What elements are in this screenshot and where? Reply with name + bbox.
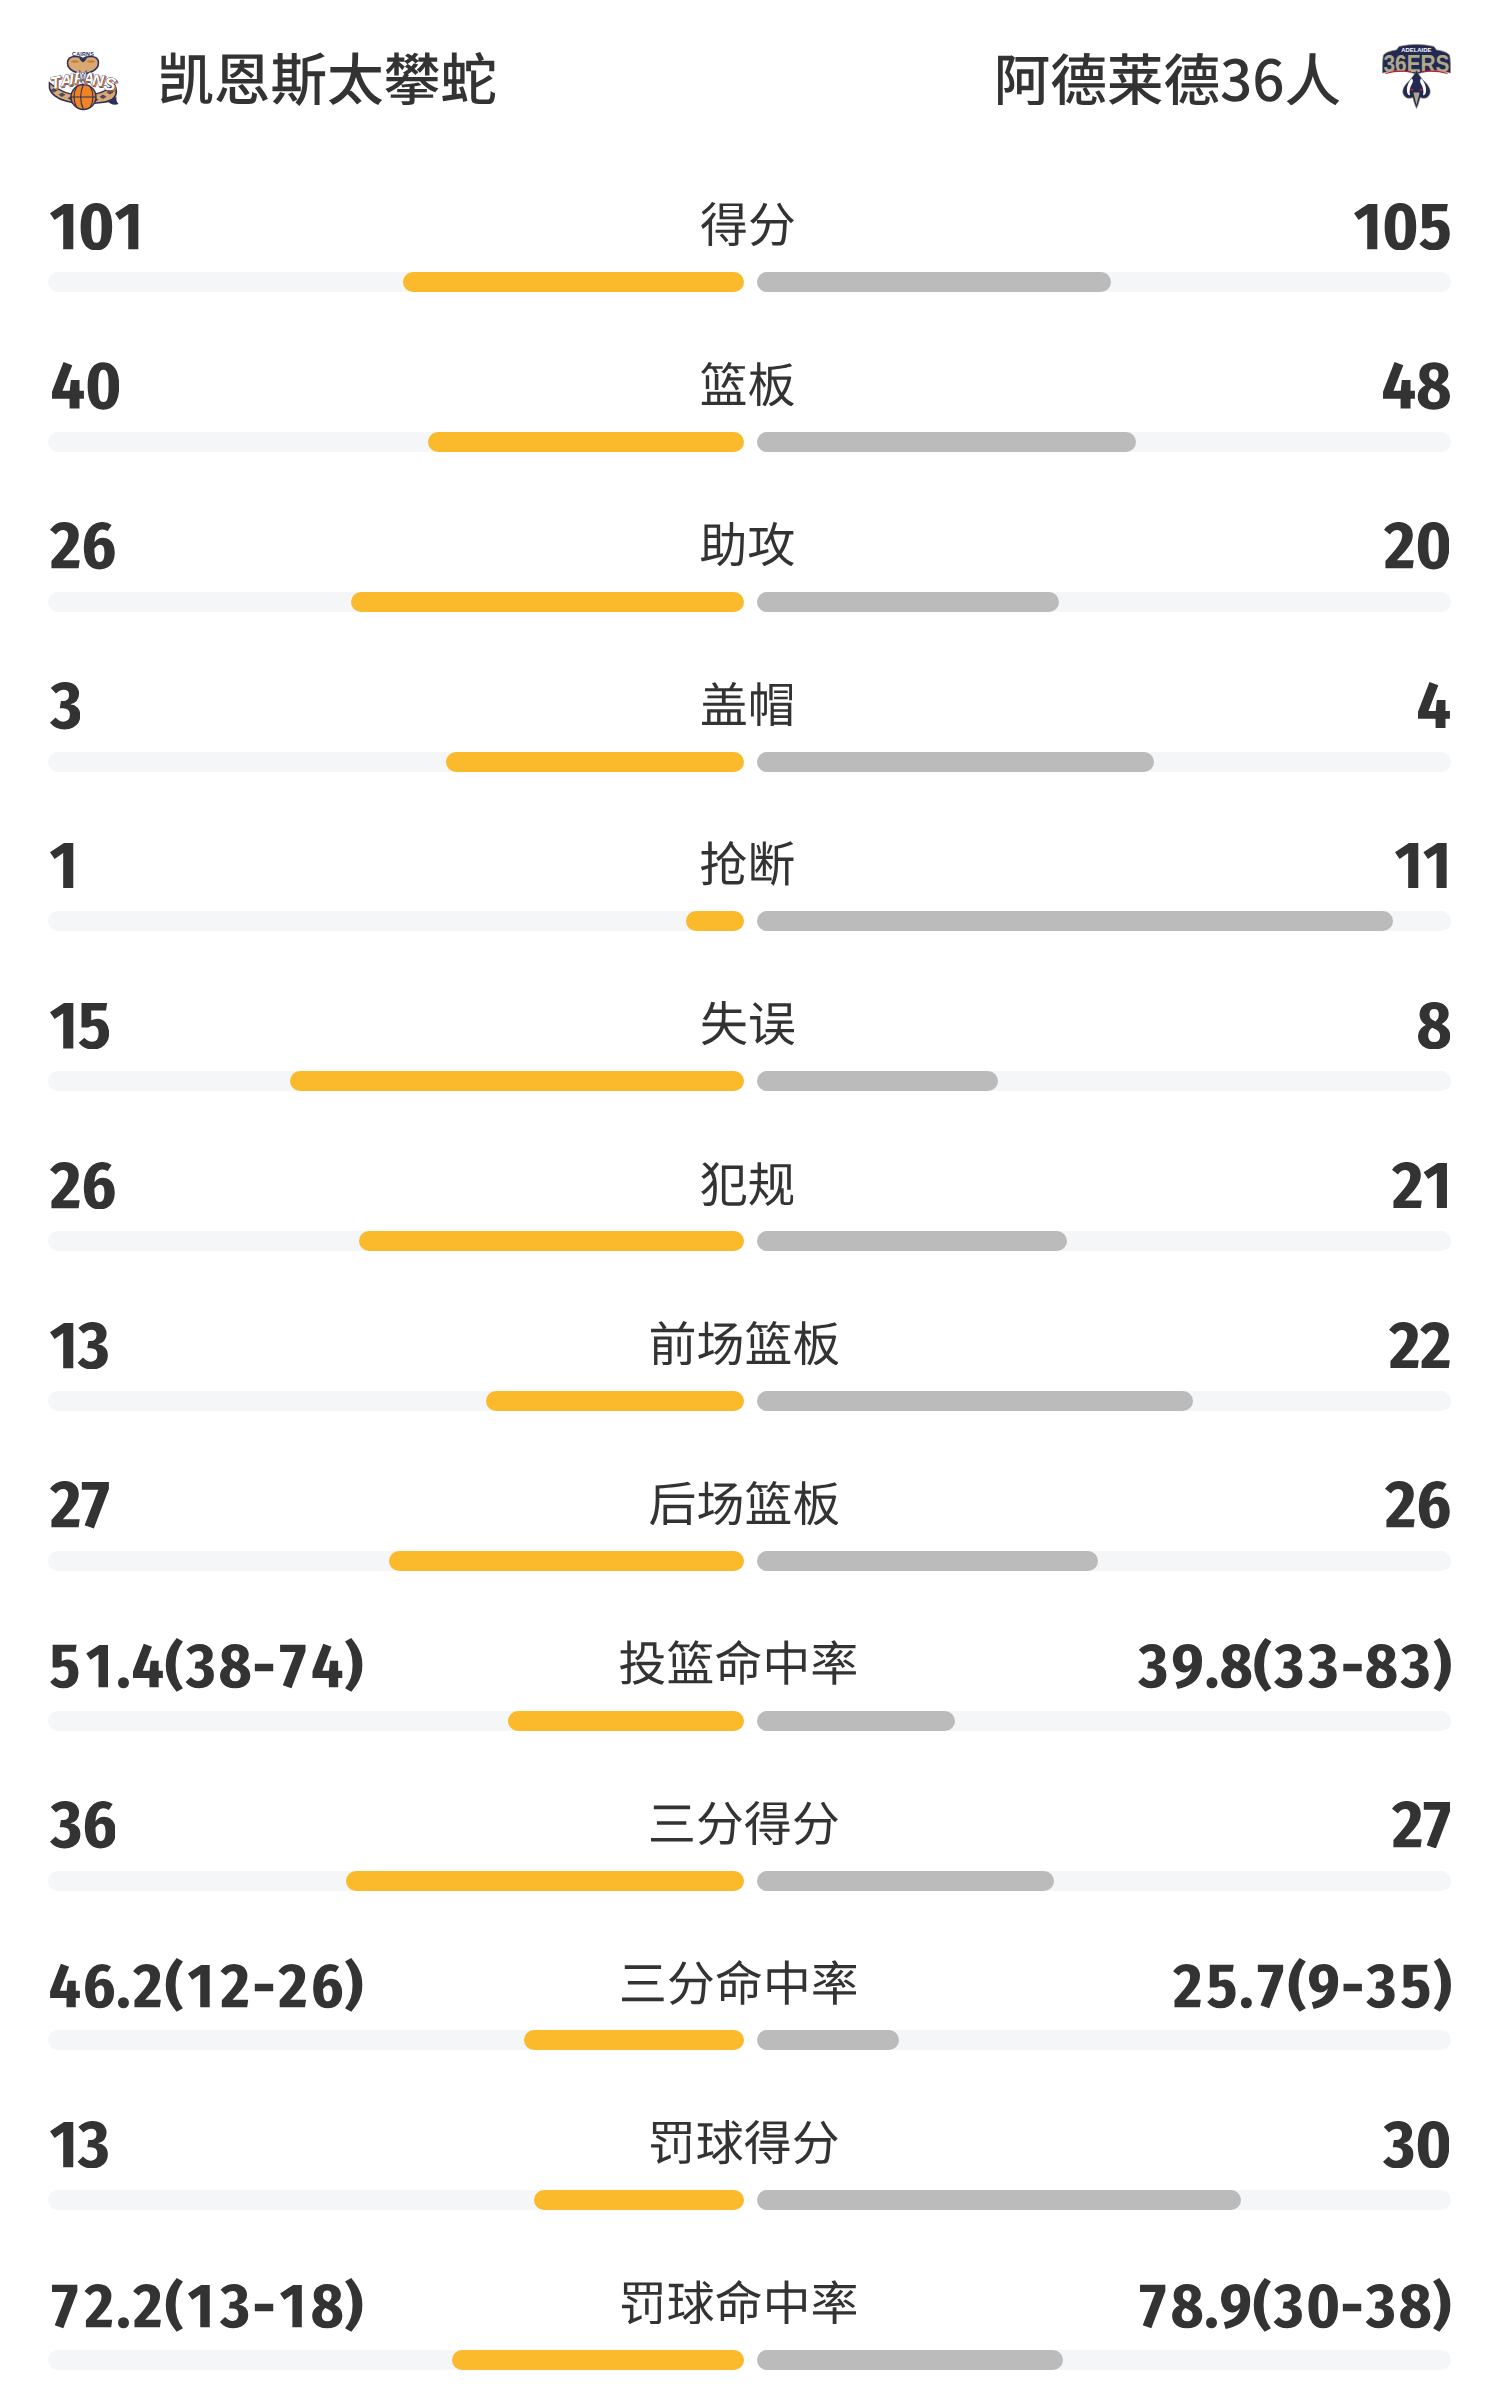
svg-text:CAIRNS: CAIRNS (72, 51, 94, 57)
